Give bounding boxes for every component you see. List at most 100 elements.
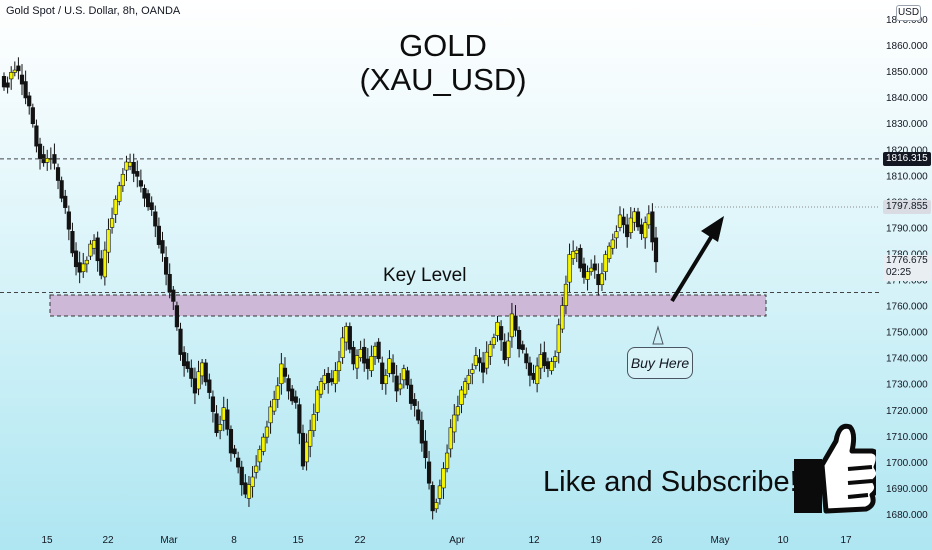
x-tick-label: 12: [528, 535, 540, 546]
symbol-info[interactable]: Gold Spot / U.S. Dollar, 8h, OANDA: [6, 5, 181, 17]
y-tick-label: 1690.000: [886, 484, 928, 495]
like-subscribe-text: Like and Subscribe!: [543, 466, 798, 498]
candle-body: [628, 217, 633, 233]
candle-body: [517, 330, 522, 350]
candle-body: [106, 229, 111, 253]
candle-body: [232, 448, 237, 455]
buy-here-callout-pointer: [652, 325, 664, 345]
candles-group: [1, 57, 659, 520]
candle-body: [84, 259, 89, 265]
y-tick-label: 1750.000: [886, 328, 928, 339]
x-tick-label: 10: [777, 535, 789, 546]
current-price-value: 1776.675: [886, 255, 928, 267]
candle-body: [145, 193, 151, 208]
candle-body: [462, 381, 468, 395]
candle-body: [264, 426, 270, 438]
candle-body: [200, 362, 205, 377]
candle-body: [643, 222, 648, 239]
candle-body: [596, 274, 601, 286]
candle-body: [524, 353, 529, 364]
candle-body: [513, 315, 518, 331]
candle-body: [635, 211, 641, 228]
candle-body: [480, 362, 486, 373]
candle-body: [380, 362, 385, 385]
candle-body: [45, 158, 50, 163]
candle-body: [592, 263, 597, 271]
candle-body: [545, 361, 551, 369]
candle-body: [91, 240, 97, 249]
candle-body: [153, 211, 158, 227]
candle-body: [120, 173, 125, 187]
x-tick-label: 22: [102, 535, 114, 546]
x-tick-label: 22: [354, 535, 366, 546]
y-tick-label: 1680.000: [886, 510, 928, 521]
candle-body: [344, 326, 349, 343]
candle-body: [113, 198, 118, 215]
candle-body: [297, 404, 302, 434]
candle-body: [27, 95, 32, 107]
up-arrow-icon: [670, 216, 724, 303]
candle-body: [466, 375, 471, 385]
candle-body: [239, 466, 244, 486]
candle-body: [225, 409, 230, 430]
candle-body: [73, 250, 79, 268]
candle-body: [196, 371, 201, 390]
candle-body: [401, 368, 406, 381]
x-tick-label: 15: [41, 535, 53, 546]
candle-body: [452, 414, 457, 433]
candle-body: [434, 502, 439, 510]
recent-high-price-label: 1797.855: [883, 199, 931, 214]
candle-body: [318, 381, 324, 395]
y-tick-label: 1770.000: [886, 276, 928, 287]
candle-body: [279, 363, 284, 385]
candle-body: [236, 457, 241, 468]
currency-badge[interactable]: USD: [896, 5, 921, 21]
candle-body: [1, 76, 7, 88]
y-tick-label: 1700.000: [886, 458, 928, 469]
candle-body: [95, 237, 100, 262]
candle-body: [99, 258, 104, 276]
y-tick-label: 1720.000: [886, 406, 928, 417]
candle-body: [441, 468, 446, 489]
candle-body: [311, 414, 316, 431]
candle-body: [448, 427, 453, 450]
candle-body: [553, 356, 558, 362]
resistance-price-label: 1816.315: [883, 151, 931, 166]
candle-body: [52, 154, 57, 164]
candle-body: [653, 237, 659, 263]
candle-body: [12, 69, 17, 73]
x-axis[interactable]: 15 22 Mar 8 15 22 Apr 12 19 26 May 10 17: [41, 535, 852, 546]
x-tick-label: May: [711, 535, 730, 546]
candle-body: [131, 161, 136, 174]
x-tick-label: Mar: [160, 535, 178, 546]
candle-body: [135, 171, 140, 177]
y-tick-label: 1730.000: [886, 380, 928, 391]
candle-body: [538, 354, 543, 369]
candle-body: [398, 383, 403, 390]
candle-body: [127, 161, 133, 167]
candle-body: [66, 211, 71, 230]
candle-body: [304, 441, 309, 463]
candle-body: [210, 396, 216, 412]
candle-body: [556, 324, 561, 353]
candle-body: [408, 384, 414, 404]
candle-body: [189, 367, 194, 379]
thumbs-up-icon: [794, 423, 876, 514]
candle-body: [246, 484, 252, 499]
candle-body: [632, 211, 637, 223]
candle-body: [178, 328, 183, 355]
candle-body: [203, 362, 208, 383]
candle-body: [70, 231, 75, 254]
candle-body: [77, 262, 82, 273]
y-tick-label: 1710.000: [886, 432, 928, 443]
x-tick-label: 15: [292, 535, 304, 546]
candle-body: [272, 399, 277, 412]
candle-body: [499, 326, 504, 341]
y-tick-label: 1850.000: [886, 67, 928, 78]
candle-body: [614, 231, 619, 239]
candle-body: [23, 81, 28, 99]
candle-body: [650, 211, 655, 243]
key-level-zone: [49, 294, 767, 317]
